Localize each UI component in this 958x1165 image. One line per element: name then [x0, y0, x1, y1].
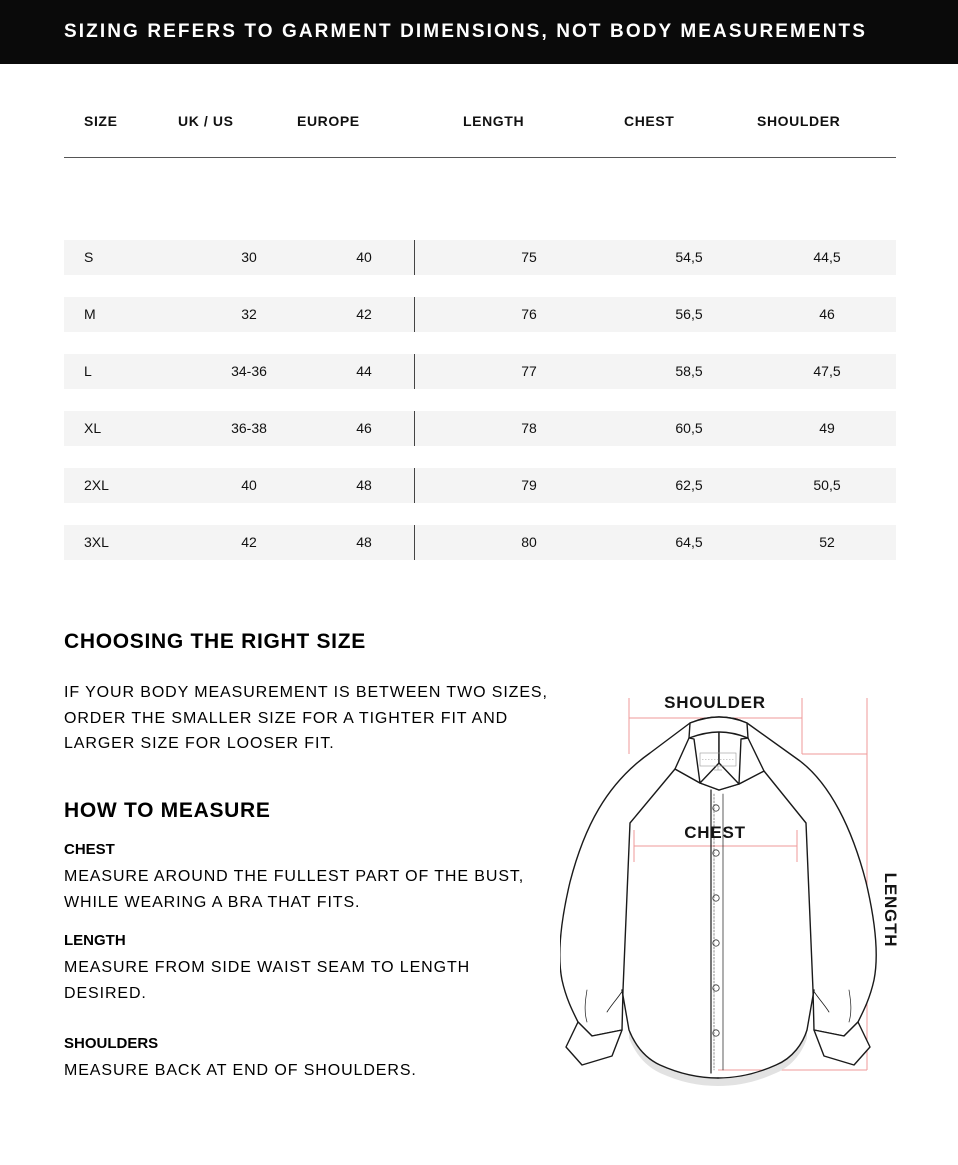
svg-text:SHOULDER: SHOULDER: [664, 693, 766, 712]
svg-text:LENGTH: LENGTH: [881, 873, 900, 948]
svg-text:CHEST: CHEST: [684, 823, 746, 842]
